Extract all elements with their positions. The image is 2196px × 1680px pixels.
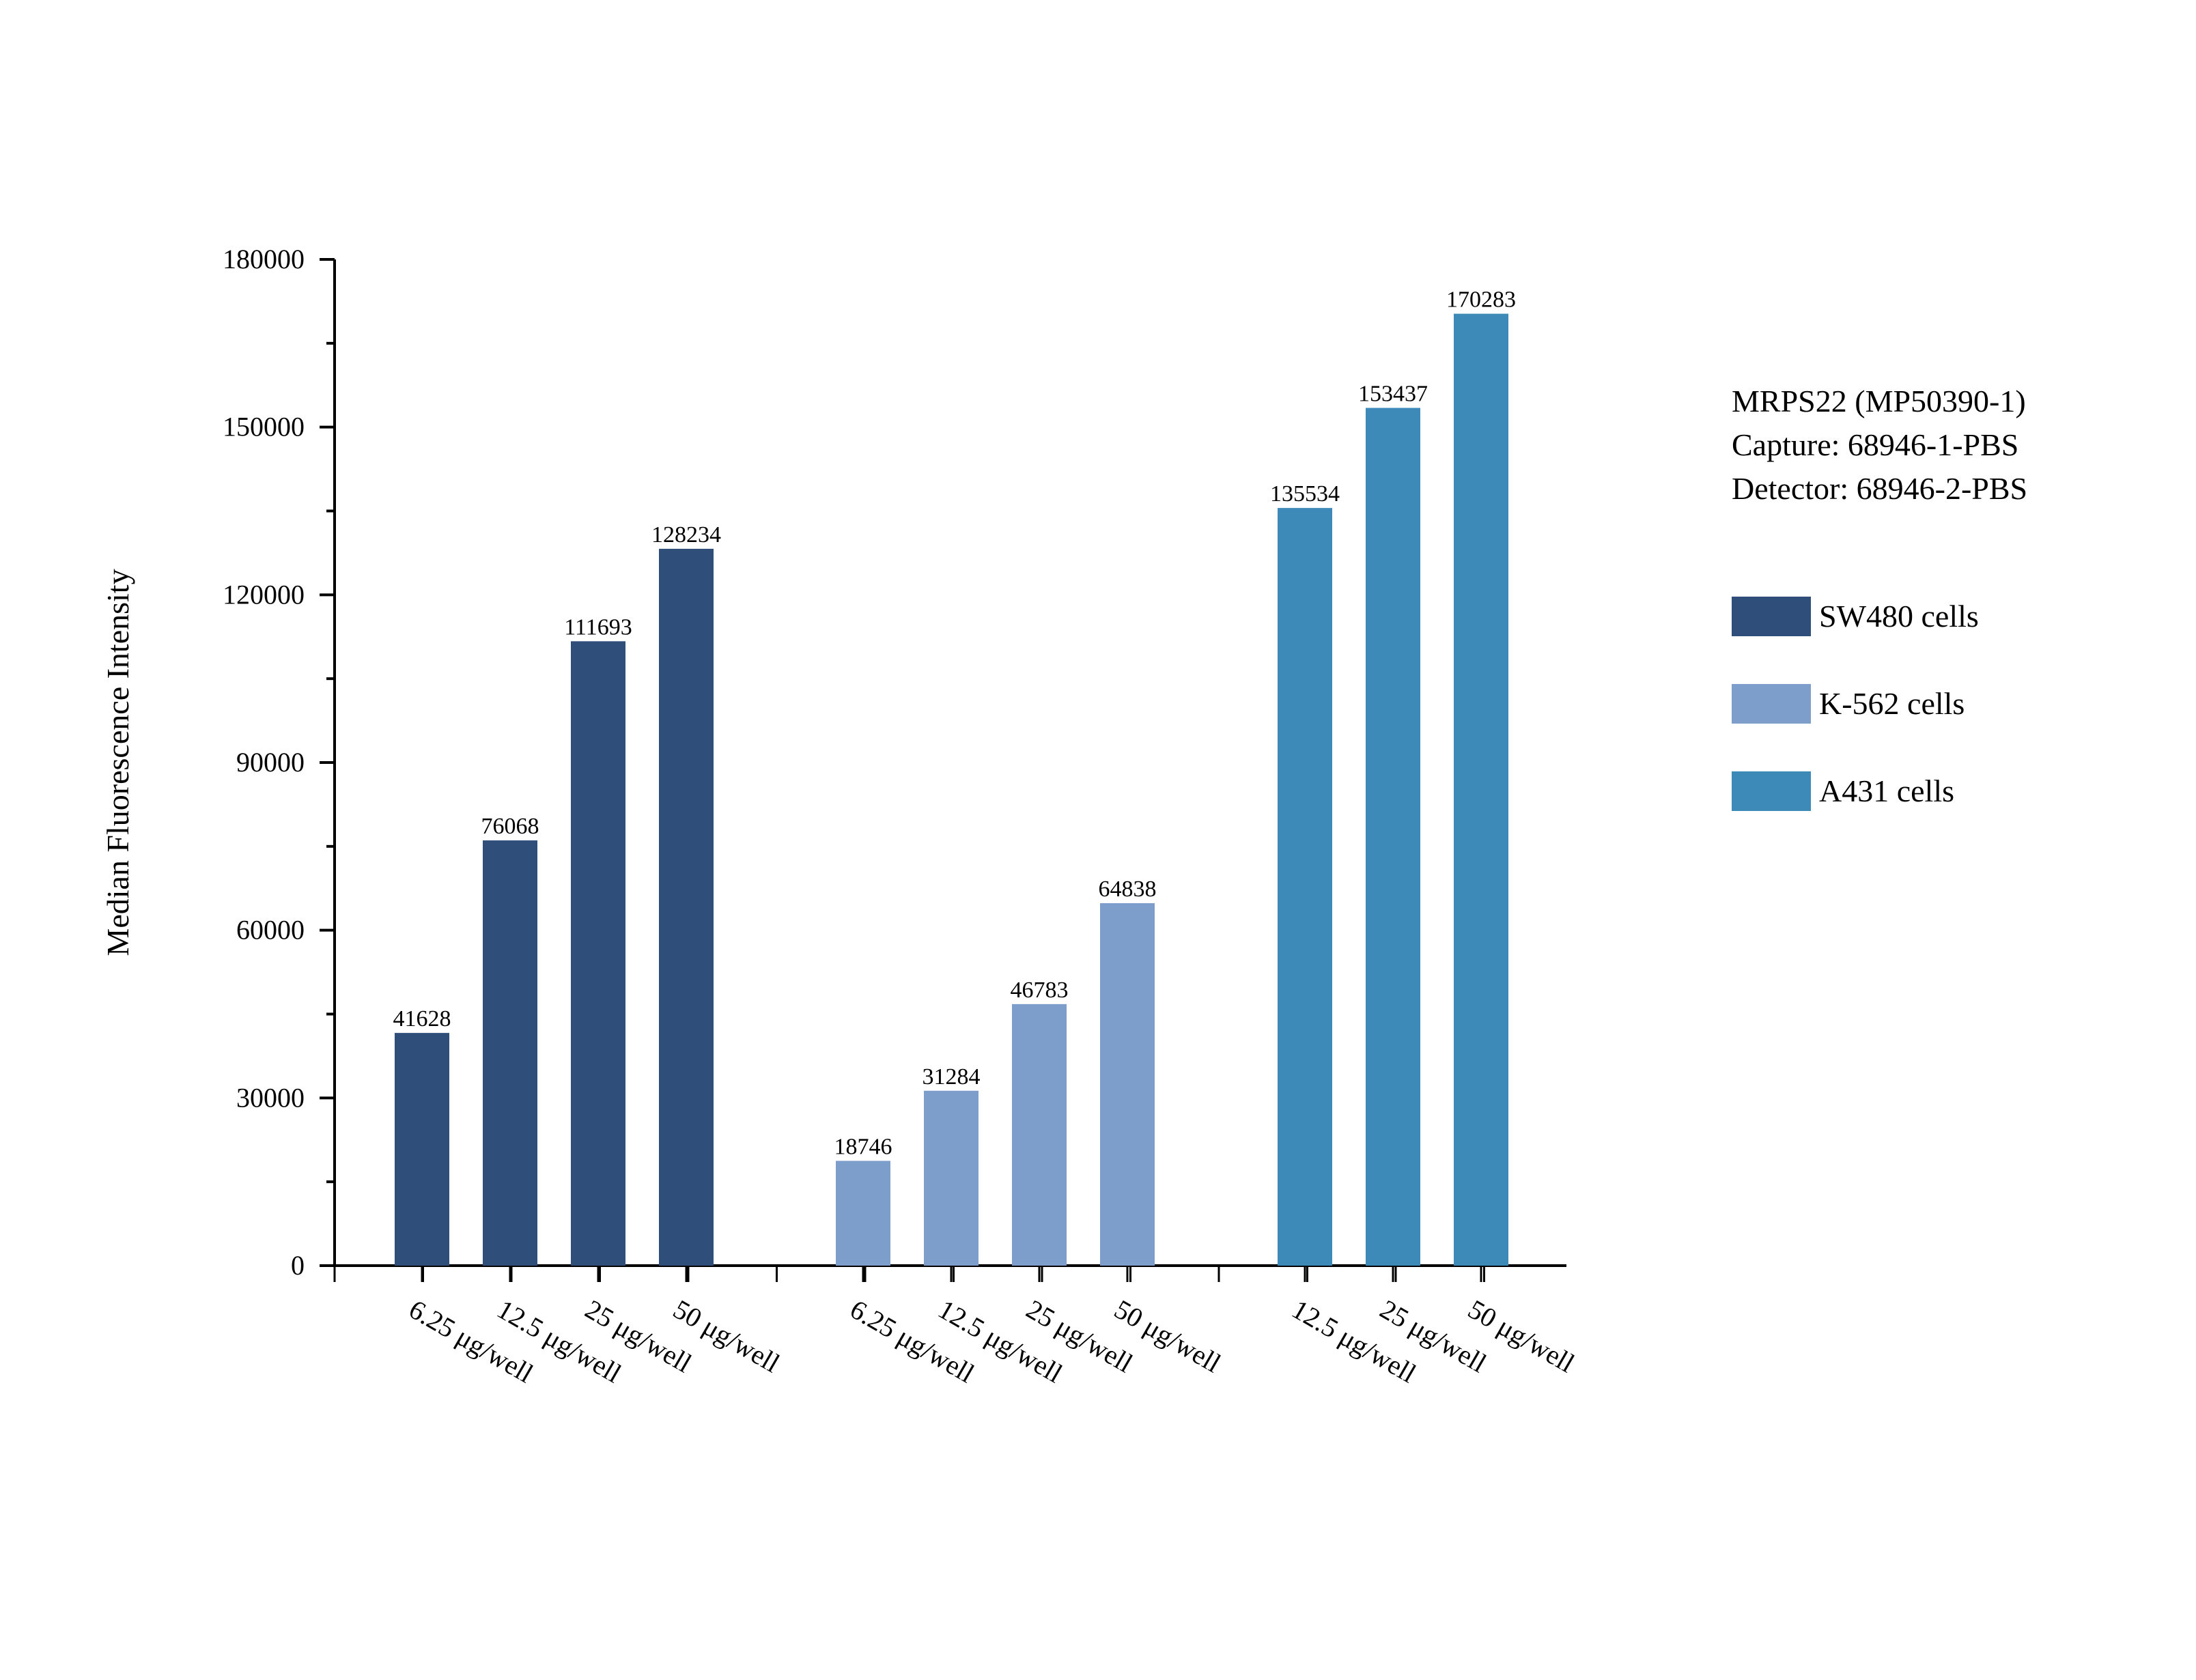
legend-label-a431: A431 cells [1819,773,1955,808]
legend-swatch-a431 [1732,771,1811,811]
data-label: 128234 [651,522,721,547]
y-tick-label: 150000 [223,412,305,442]
antibody-name: MRPS22 (MP50390-1) [1732,384,2026,418]
capture-antibody: Capture: 68946-1-PBS [1732,427,2019,462]
data-label: 41628 [393,1006,451,1031]
data-label: 135534 [1270,481,1340,507]
legend-label-sw480: SW480 cells [1819,599,1979,633]
y-tick-label: 180000 [223,244,305,274]
data-label: 170283 [1446,287,1516,313]
bar [1012,1003,1067,1266]
bar [1454,313,1508,1266]
y-axis-label: Median Fluorescence Intensity [100,569,135,956]
bar [659,548,714,1266]
y-tick-label: 120000 [223,579,305,610]
y-tick-label: 30000 [236,1082,305,1113]
y-tick-label: 90000 [236,747,305,778]
data-label: 76068 [481,814,539,839]
data-label: 18746 [834,1134,892,1159]
bar [1366,408,1420,1266]
y-tick-label: 60000 [236,915,305,945]
data-label: 64838 [1099,877,1157,902]
bar [836,1161,890,1266]
legend-label-k562: K-562 cells [1819,686,1965,721]
bar [395,1033,449,1266]
data-label: 153437 [1358,382,1428,407]
detector-antibody: Detector: 68946-2-PBS [1732,471,2028,506]
chart-info: MRPS22 (MP50390-1) Capture: 68946-1-PBS … [1732,380,2027,511]
bar [483,840,537,1266]
data-label: 31284 [923,1064,981,1090]
data-label: 46783 [1011,978,1069,1003]
bar [1278,508,1332,1266]
data-label: 111693 [564,614,632,640]
bar [571,641,625,1266]
bar [924,1090,979,1266]
y-tick-label: 0 [291,1250,305,1281]
bar [1100,903,1155,1266]
legend-swatch-k562 [1732,684,1811,724]
legend-swatch-sw480 [1732,597,1811,636]
plot-area: 0 30000 60000 90000 120000 150000 180000 Median… [100,244,1579,1389]
